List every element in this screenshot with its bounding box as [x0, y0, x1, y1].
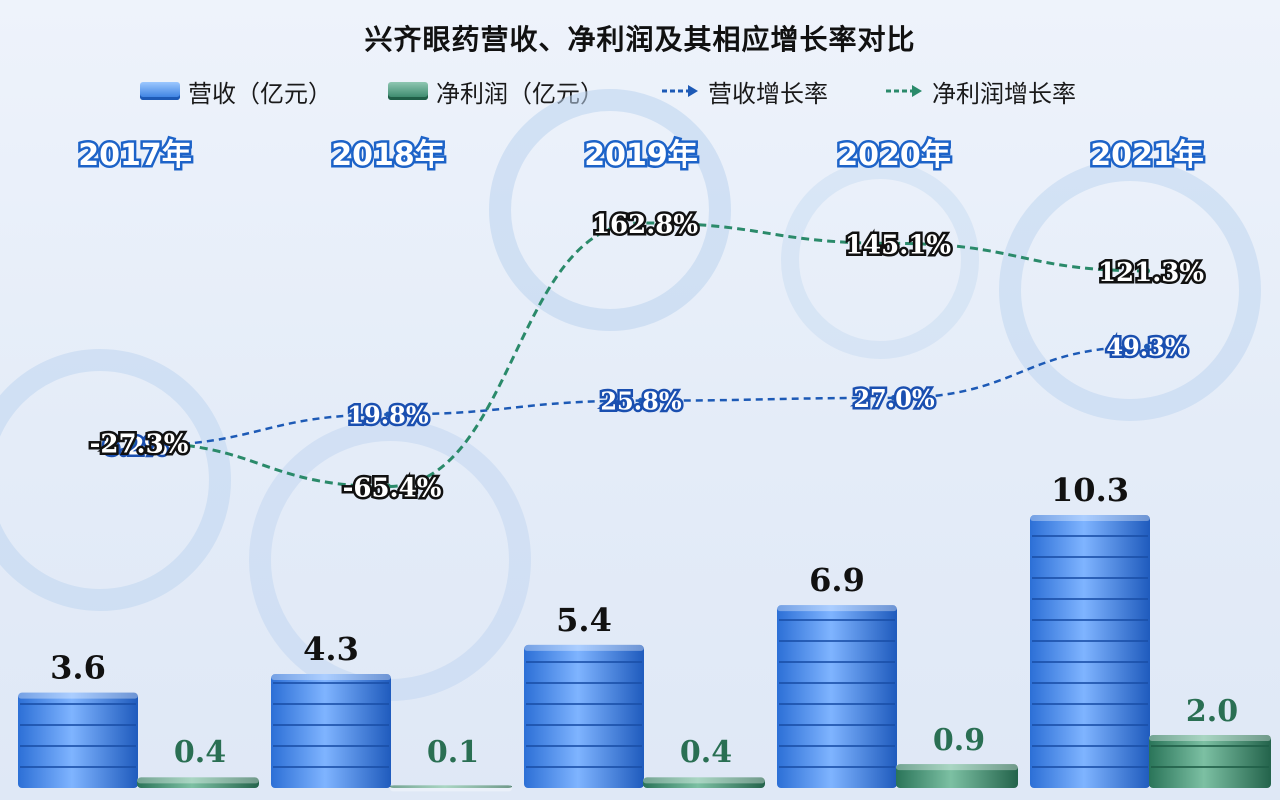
net-growth-point [891, 240, 897, 247]
revenue-value-label: 5.4 [556, 601, 612, 639]
net-profit-bar-body [137, 777, 259, 788]
legend-label-revenue: 营收（亿元） [188, 79, 332, 108]
revenue-bar-cap [18, 692, 138, 699]
revenue-bar-body [777, 605, 897, 788]
chart-title: 兴齐眼药营收、净利润及其相应增长率对比 [364, 23, 916, 56]
net-growth-line [134, 221, 1148, 489]
year-label: 2020年 [837, 138, 951, 173]
net-profit-value-label: 0.4 [680, 735, 732, 770]
revenue-growth-point [1144, 343, 1150, 350]
net-profit-bar [896, 764, 1018, 788]
net-profit-bar-body [896, 764, 1018, 788]
revenue-growth-label: 27.0% [853, 384, 934, 413]
revenue-growth-label: 49.3% [1106, 333, 1187, 362]
revenue-growth-point [638, 397, 644, 404]
net-growth-point [385, 483, 391, 490]
net-profit-value-label: 0.1 [427, 735, 479, 770]
revenue-bar [1030, 515, 1150, 788]
legend-label-net-growth: 净利润增长率 [932, 79, 1076, 108]
net-growth-label: -65.4% [343, 474, 442, 504]
revenue-bar-body [18, 692, 138, 788]
legend-line-revenue-growth [662, 85, 698, 97]
revenue-growth-label: 6.2% [103, 432, 168, 461]
revenue-value-label: 4.3 [303, 630, 359, 668]
revenue-bar [18, 692, 138, 788]
revenue-bar-cap [1030, 515, 1150, 522]
net-profit-bar-cap [1149, 735, 1271, 741]
legend-label-revenue-growth: 营收增长率 [708, 79, 828, 108]
net-profit-bar-cap [643, 777, 765, 784]
revenue-value-label: 10.3 [1051, 471, 1129, 509]
net-growth-point [1144, 267, 1150, 274]
net-profit-bar [643, 777, 765, 788]
net-profit-value-label: 2.0 [1186, 694, 1238, 729]
net-growth-label: 162.8% [592, 210, 698, 240]
legend-swatch-revenue [140, 82, 180, 100]
revenue-growth-label: 19.8% [347, 400, 428, 429]
legend-swatch-net-profit [388, 82, 428, 100]
net-profit-bar-cap [390, 785, 512, 792]
net-growth-label: -27.3% [90, 430, 189, 460]
revenue-bar-cap [271, 674, 391, 681]
net-profit-bar-body [1149, 735, 1271, 788]
legend-item-revenue: 营收（亿元） [140, 74, 332, 109]
legend-item-revenue-growth: 营收增长率 [660, 74, 828, 109]
revenue-growth-point [891, 394, 897, 401]
revenue-bar-body [271, 674, 391, 788]
revenue-value-label: 6.9 [809, 561, 865, 599]
net-profit-bar-body [643, 777, 765, 788]
revenue-bar-cap [524, 644, 644, 651]
net-growth-point [638, 219, 644, 226]
revenue-bar-cap [777, 605, 897, 612]
legend-item-net-growth: 净利润增长率 [884, 74, 1076, 109]
net-profit-value-label: 0.9 [933, 723, 985, 758]
net-growth-label: 121.3% [1098, 258, 1204, 288]
net-growth-point [132, 439, 138, 446]
year-label: 2018年 [331, 138, 445, 173]
legend: 营收（亿元） 净利润（亿元） 营收增长率 净利润增长率 [140, 74, 1200, 108]
revenue-bar-body [524, 644, 644, 788]
revenue-growth-point [385, 411, 391, 418]
revenue-value-label: 3.6 [50, 649, 106, 687]
year-label: 2017年 [78, 138, 192, 173]
revenue-bar [524, 644, 644, 788]
net-profit-bar [390, 785, 512, 792]
net-profit-bar-cap [137, 777, 259, 784]
revenue-bar [777, 605, 897, 788]
year-label: 2019年 [584, 138, 698, 173]
net-profit-value-label: 0.4 [174, 735, 226, 770]
revenue-bar-body [1030, 515, 1150, 788]
revenue-growth-label: 25.8% [600, 387, 681, 416]
net-profit-bar [137, 777, 259, 788]
net-profit-bar [1149, 735, 1271, 788]
revenue-bar [271, 674, 391, 788]
year-label: 2021年 [1090, 138, 1204, 173]
net-profit-bar-body [390, 785, 512, 788]
net-profit-bar-cap [896, 764, 1018, 771]
net-growth-label: 145.1% [845, 230, 951, 260]
legend-line-net-growth [886, 85, 922, 97]
